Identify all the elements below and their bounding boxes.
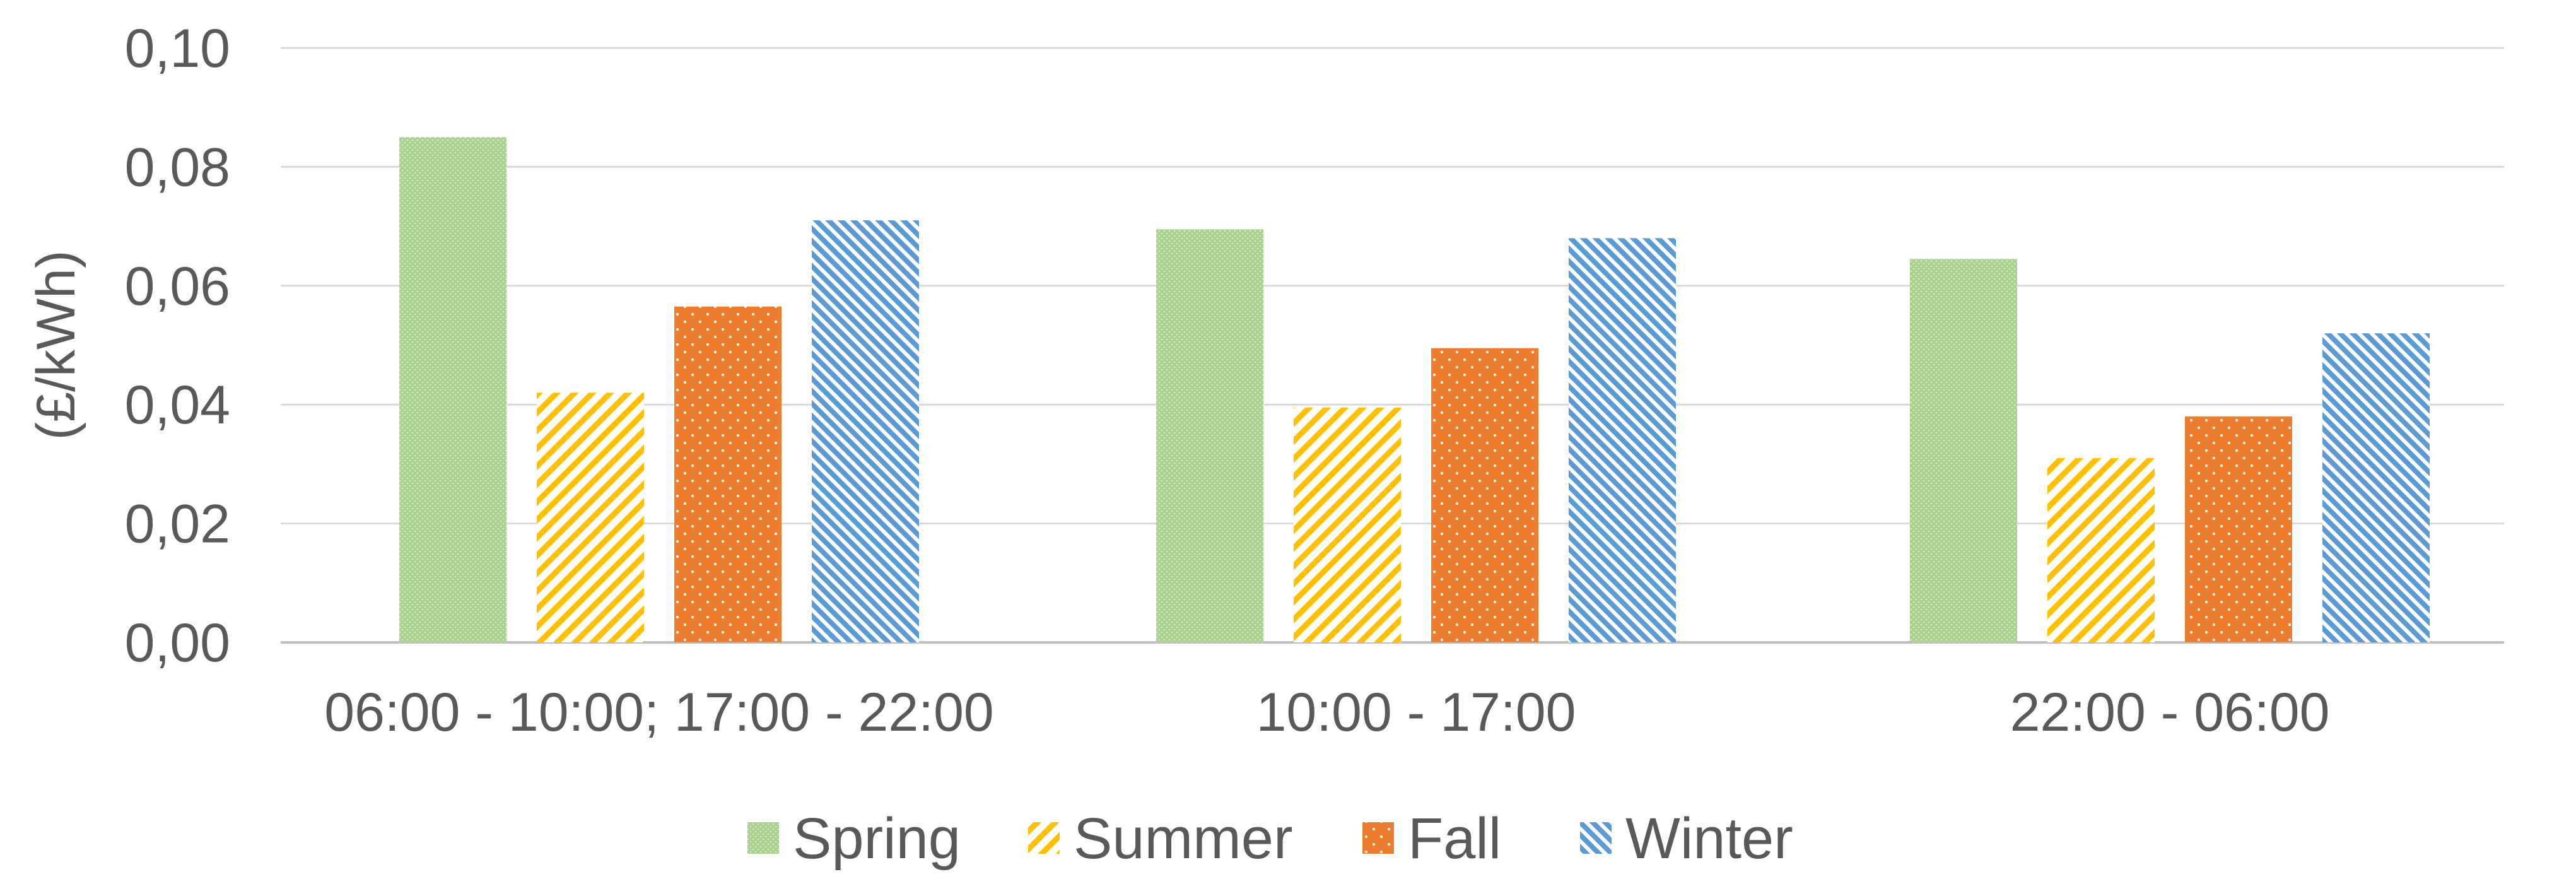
y-tick-label: 0,06 (125, 256, 230, 317)
bar-summer (537, 392, 644, 642)
x-category-label: 22:00 - 06:00 (2010, 682, 2330, 743)
legend-label-spring: Spring (793, 806, 961, 871)
y-tick-label: 0,02 (125, 494, 230, 555)
legend-label-fall: Fall (1408, 806, 1501, 871)
bar-fall (2185, 416, 2292, 642)
bar-winter (1569, 238, 1676, 642)
bar-spring (399, 137, 506, 643)
legend-swatch-spring (747, 822, 779, 854)
legend: Spring Summer Fall Winter (747, 806, 1793, 871)
y-tick-label: 0,10 (125, 18, 230, 79)
y-tick-label: 0,04 (125, 375, 230, 435)
legend-swatch-winter (1580, 822, 1612, 854)
x-category-label: 10:00 - 17:00 (1256, 682, 1576, 743)
bar-fall (1431, 348, 1538, 642)
bar-winter (2322, 333, 2430, 642)
bar-summer (1294, 407, 1401, 642)
bar-summer (2047, 457, 2155, 642)
legend-label-winter: Winter (1625, 806, 1793, 871)
y-axis-ticks: 0,00 0,02 0,04 0,06 0,08 0,10 (125, 18, 230, 673)
y-tick-label: 0,00 (125, 613, 230, 673)
x-category-label: 06:00 - 10:00; 17:00 - 22:00 (324, 682, 993, 743)
legend-swatch-summer (1028, 822, 1060, 854)
bars (399, 137, 2430, 643)
legend-label-summer: Summer (1074, 806, 1293, 871)
y-axis-label: (£/kWh) (26, 251, 86, 440)
bar-fall (674, 306, 782, 642)
y-tick-label: 0,08 (125, 137, 230, 198)
bar-spring (1910, 259, 2017, 642)
bar-winter (812, 220, 919, 642)
bar-spring (1156, 229, 1263, 642)
x-axis-labels: 06:00 - 10:00; 17:00 - 22:00 10:00 - 17:0… (324, 682, 2329, 743)
legend-swatch-fall (1362, 822, 1394, 854)
